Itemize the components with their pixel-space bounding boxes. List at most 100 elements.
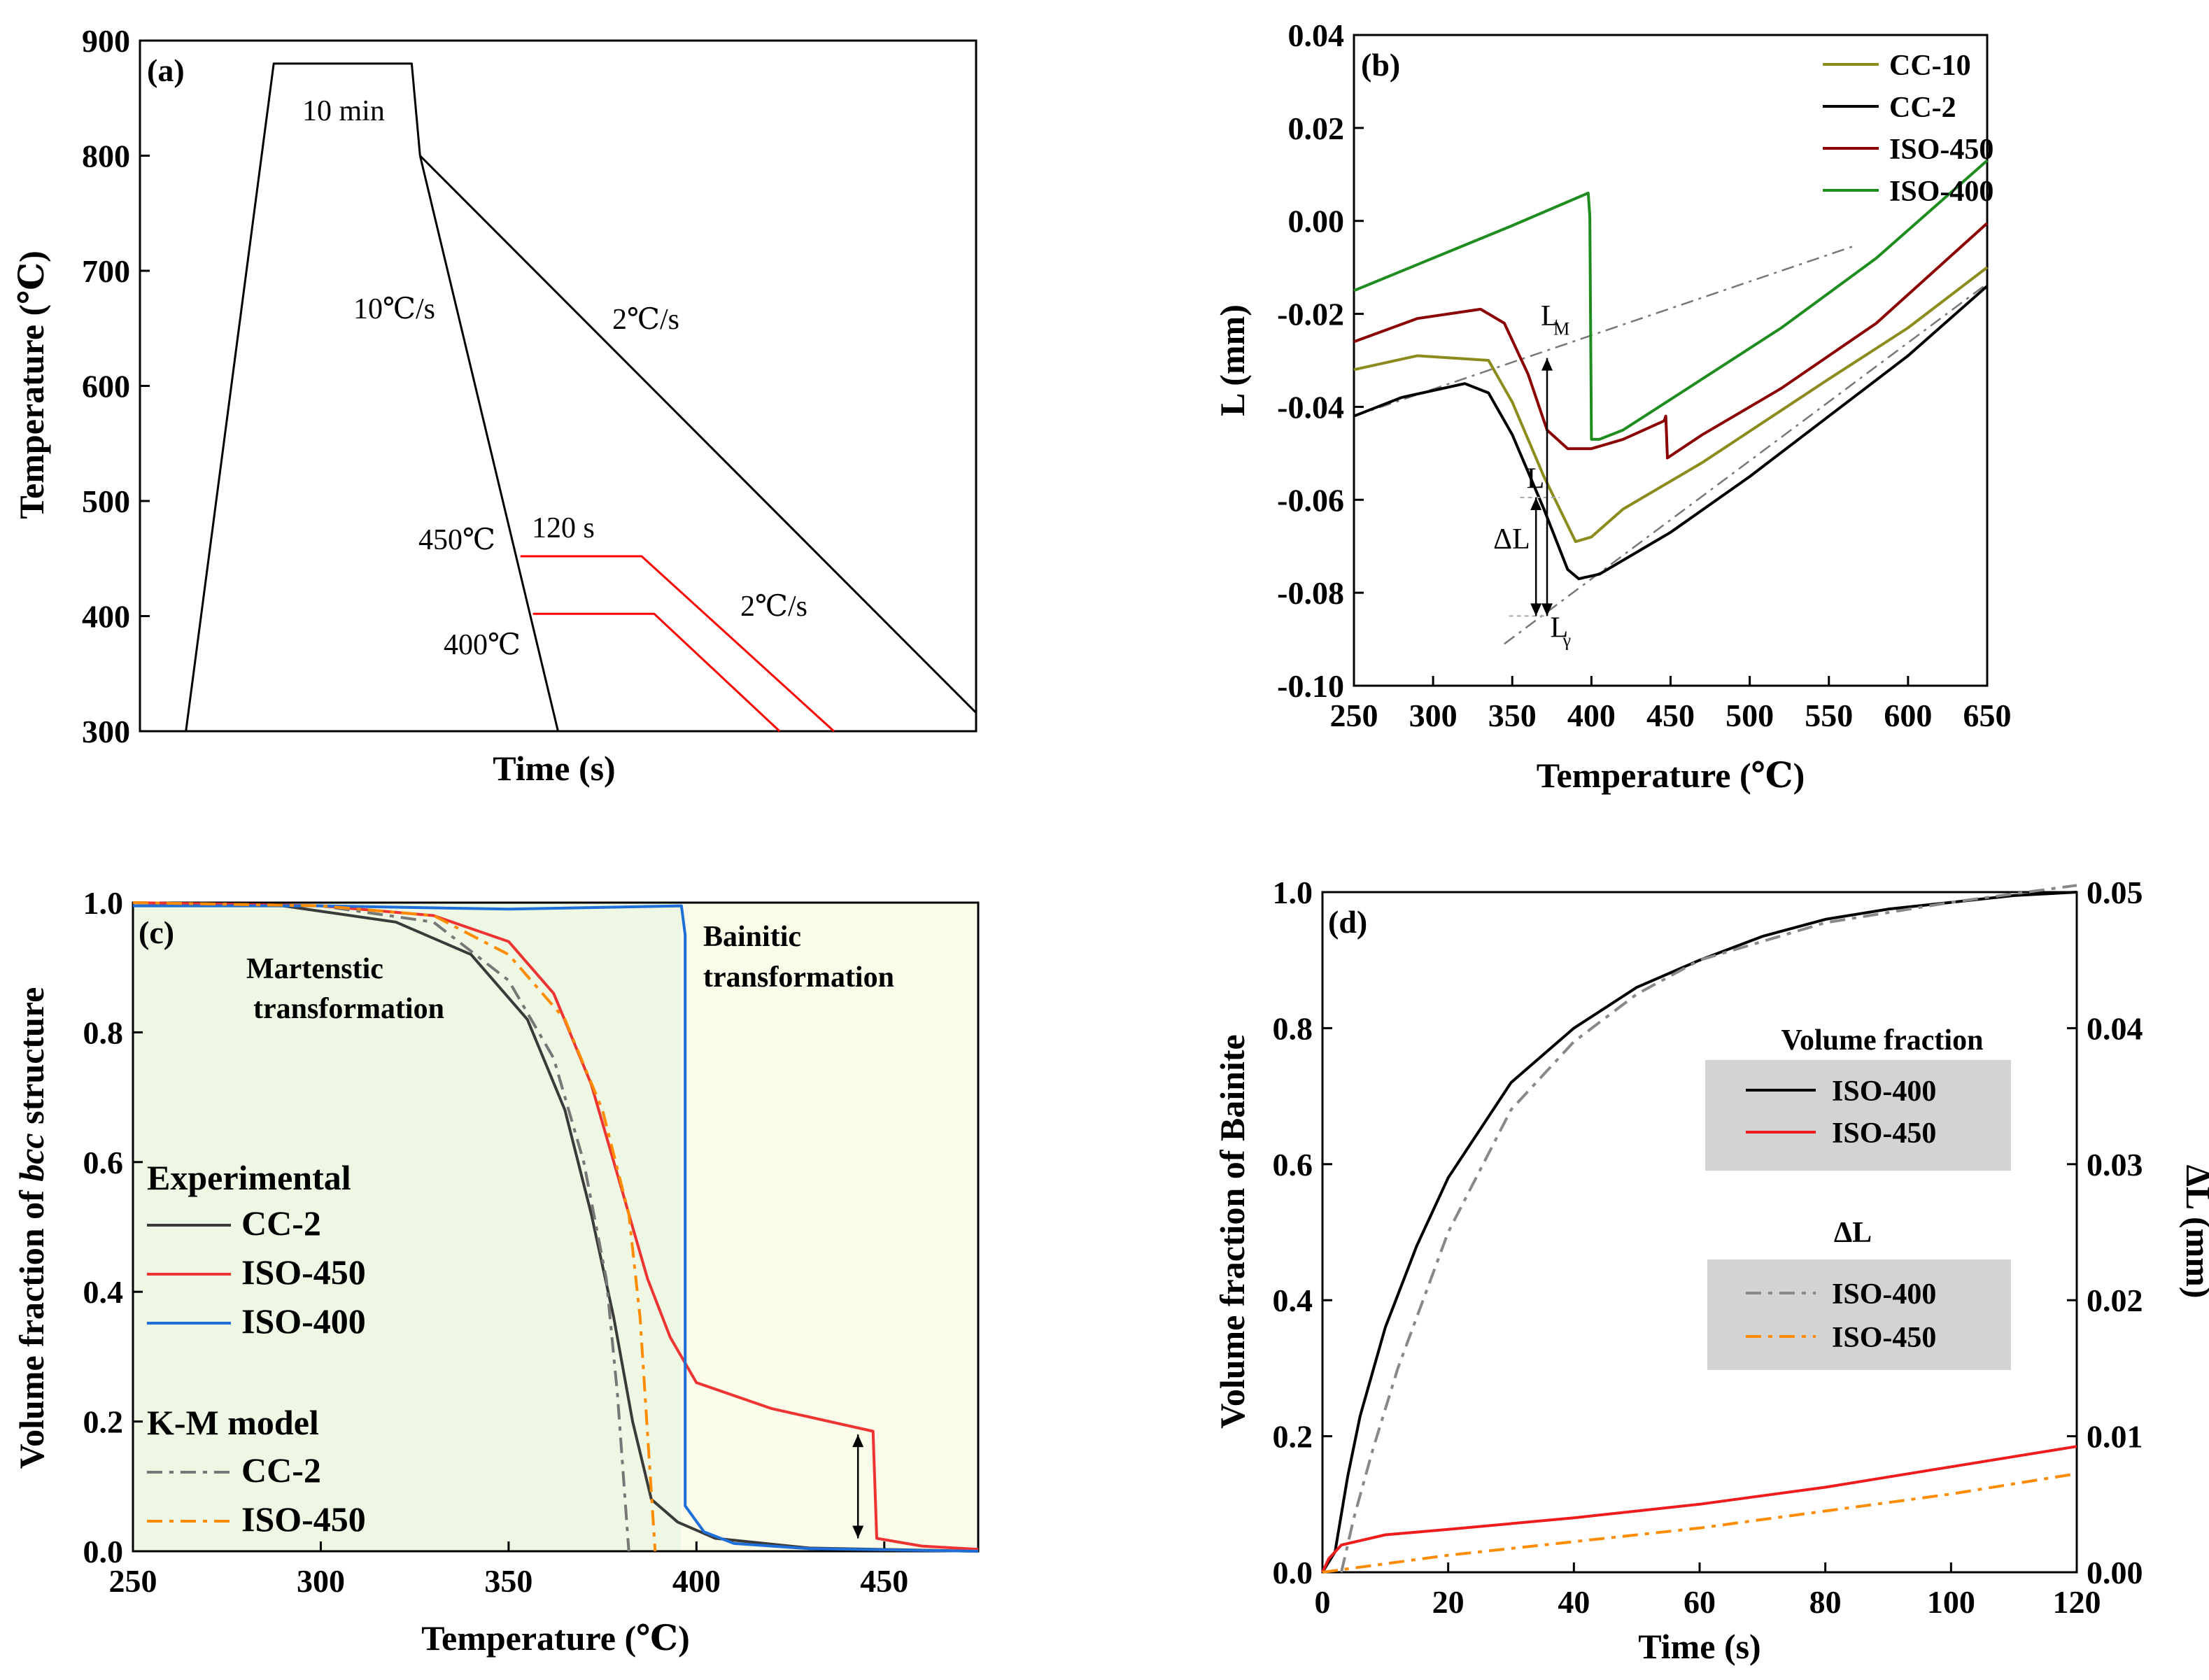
annotation-rate-2: 2℃/s — [612, 304, 679, 336]
y-tick-label: 700 — [82, 253, 130, 289]
x-tick-label: 0 — [1315, 1584, 1331, 1620]
y-tick-label: 300 — [82, 714, 130, 749]
x-axis-title: Time (s) — [493, 749, 615, 788]
panel-c: 250 300 350 400 450 0.0 0.2 0.4 0.6 0.8 1.0 Martens… — [12, 885, 980, 1658]
arrow-gap-head-top — [852, 1434, 864, 1448]
x-axis-title: Temperature (℃) — [421, 1618, 689, 1658]
region-label-martensitic-2: transformation — [253, 993, 444, 1025]
arrow-lm-head-top — [1541, 358, 1553, 371]
x-tick-label: 250 — [109, 1563, 157, 1599]
y-tick-label: 0.2 — [1273, 1419, 1313, 1455]
x-tick-label: 550 — [1805, 698, 1853, 733]
x-tick-label: 100 — [1927, 1584, 1975, 1620]
region-bainitic — [681, 903, 978, 1551]
x-tick-label: 650 — [1963, 698, 2012, 733]
x-tick-label: 300 — [297, 1563, 345, 1599]
legend-label: ISO-450 — [241, 1499, 366, 1539]
x-tick-label: 80 — [1809, 1584, 1842, 1620]
y-axis-title: Volume fraction of Bainite — [1213, 1034, 1252, 1428]
y-tick-label: 0.8 — [1273, 1010, 1313, 1046]
series-ISO-400 — [1353, 159, 1989, 441]
panel-label: (c) — [139, 915, 174, 950]
legend-label: CC-10 — [1889, 50, 1971, 82]
guide-austenite-extrapolation — [1504, 283, 1988, 645]
series-Experimental-ISO-450 — [132, 901, 979, 1551]
legend-title-dl: ΔL — [1834, 1217, 1872, 1249]
panel-label: (d) — [1328, 904, 1367, 940]
y-tick-label: -0.04 — [1277, 389, 1344, 425]
y-axis-title: Temperature (℃) — [12, 250, 51, 518]
series-ISO-450 — [520, 555, 835, 733]
y-tick-label: -0.02 — [1277, 297, 1344, 332]
y-tick-label: -0.10 — [1277, 668, 1344, 704]
x-tick-label: 400 — [1567, 698, 1616, 733]
annotation-l: L — [1527, 463, 1545, 495]
arrow-delta-l-head-top — [1530, 497, 1542, 510]
y-right-tick-label: 0.03 — [2087, 1147, 2143, 1183]
y-right-tick-label: 0.02 — [2087, 1283, 2143, 1318]
series-Experimental-CC-2 — [132, 901, 979, 1553]
annotation-delta-l: ΔL — [1493, 523, 1530, 556]
panel-label: (a) — [147, 52, 185, 88]
plot-frame — [139, 39, 978, 733]
x-tick-label: 60 — [1684, 1584, 1716, 1620]
x-tick-label: 400 — [672, 1563, 721, 1599]
legend-label: CC-2 — [241, 1450, 321, 1490]
series-ΔL-ISO-400 — [1340, 884, 2077, 1573]
y-tick-label: 0.6 — [83, 1145, 124, 1180]
x-axis-title: Time (s) — [1638, 1627, 1760, 1666]
y-right-tick-label: 0.05 — [2087, 875, 2143, 910]
annotation-rate-10: 10℃/s — [353, 293, 435, 325]
panel-b: 250 300 350 400 450 500 550 600 650 -0.10 -0.08 -0.… — [1213, 17, 2012, 795]
series-ΔL-ISO-450 — [1322, 1472, 2077, 1574]
y-tick-label: 0.4 — [1273, 1283, 1313, 1318]
y-axis-title: Volume fraction of bcc structure — [12, 987, 51, 1469]
y-tick-label: 0.00 — [1288, 204, 1345, 239]
legend-label: ISO-400 — [1889, 176, 1993, 208]
y-tick-label: 0.4 — [83, 1274, 124, 1310]
x-tick-label: 300 — [1409, 698, 1458, 733]
y-tick-label: 400 — [82, 599, 130, 635]
legend-box-dl — [1707, 1259, 2011, 1370]
arrow-gap-head-bottom — [852, 1525, 864, 1539]
x-tick-label: 600 — [1884, 698, 1932, 733]
y-tick-label: 0.02 — [1288, 111, 1345, 146]
y-right-tick-label: 0.04 — [2087, 1010, 2143, 1046]
legend-label: ISO-450 — [1889, 134, 1993, 166]
region-label-martensitic-1: Martenstic — [246, 953, 383, 985]
panel-a: 300 400 500 600 700 800 900 (a) 10 min 10℃/s 2℃/s 4… — [12, 23, 978, 788]
y-tick-label: 900 — [82, 23, 130, 59]
annotation-lg: L — [1551, 612, 1569, 644]
x-tick-label: 250 — [1330, 698, 1378, 733]
y-tick-label: 1.0 — [83, 885, 124, 921]
series-10℃/s — [418, 155, 559, 732]
y-right-tick-label: 0.01 — [2087, 1419, 2143, 1455]
arrow-lm-head-bottom — [1541, 603, 1553, 616]
guide-bainite-extrapolation — [1353, 246, 1854, 417]
y-right-axis-title: ΔL (mm) — [2179, 1164, 2209, 1298]
annotation-lg-sub: γ — [1562, 630, 1572, 651]
legend-group-km: K-M model — [147, 1403, 319, 1442]
x-tick-label: 20 — [1432, 1584, 1465, 1620]
legend-label: CC-2 — [1889, 92, 1956, 124]
series-Volume fraction-ISO-450 — [1321, 1445, 2077, 1573]
y-right-tick-label: 0.00 — [2087, 1555, 2143, 1590]
x-tick-label: 450 — [1646, 698, 1695, 733]
region-label-bainitic-2: transformation — [703, 961, 894, 994]
legend-box-volume — [1705, 1060, 2011, 1171]
annotation-lm: L — [1541, 300, 1559, 332]
annotation-450: 450℃ — [418, 524, 495, 556]
region-label-bainitic-1: Bainitic — [703, 921, 801, 953]
legend-title-volume: Volume fraction — [1781, 1024, 1984, 1057]
legend-label: ISO-400 — [1832, 1075, 1936, 1108]
series-ISO-400 — [532, 612, 781, 733]
series-CC-10 — [1353, 266, 1989, 544]
annotation-120s: 120 s — [532, 512, 595, 544]
legend-label: ISO-450 — [1832, 1322, 1936, 1354]
series-Volume fraction-ISO-400 — [1321, 891, 2077, 1574]
y-tick-label: 0.8 — [83, 1015, 124, 1050]
x-tick-label: 450 — [860, 1563, 908, 1599]
legend-label: ISO-450 — [1832, 1117, 1936, 1150]
region-martensitic — [133, 903, 682, 1551]
y-tick-label: 0.0 — [83, 1534, 124, 1569]
